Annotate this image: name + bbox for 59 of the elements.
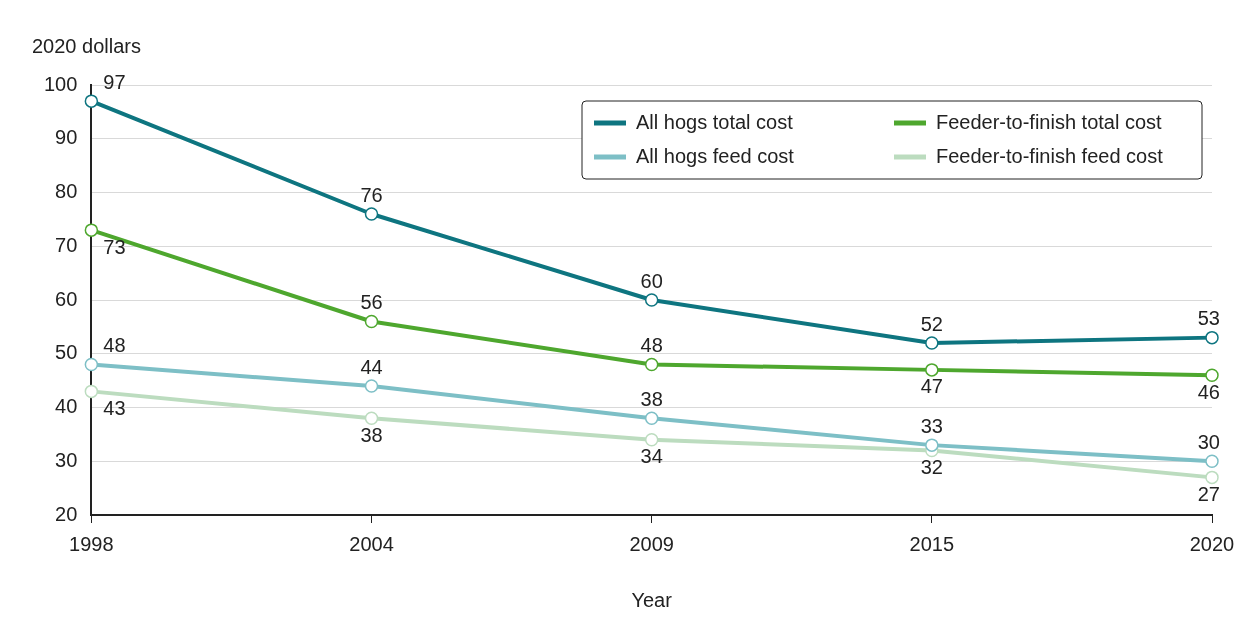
point bbox=[1205, 454, 1219, 468]
data-label: 34 bbox=[640, 445, 663, 468]
data-label: 32 bbox=[920, 456, 943, 479]
y-tick-label: 90 bbox=[55, 126, 78, 149]
x-tick-label: 1998 bbox=[69, 532, 114, 555]
y-tick-label: 30 bbox=[55, 448, 78, 471]
point bbox=[1205, 368, 1219, 382]
data-label: 73 bbox=[103, 235, 126, 258]
y-tick-label: 50 bbox=[55, 341, 78, 364]
point bbox=[364, 314, 379, 329]
point bbox=[364, 379, 379, 393]
point bbox=[644, 433, 659, 447]
legend-label: Feeder-to-finish feed cost bbox=[936, 144, 1164, 167]
y-tick-label: 80 bbox=[55, 180, 78, 203]
data-label: 48 bbox=[640, 334, 663, 357]
x-tick-label: 2009 bbox=[629, 532, 674, 555]
point bbox=[84, 94, 99, 108]
x-tick-label: 2020 bbox=[1189, 532, 1235, 555]
x-tick-label: 2004 bbox=[349, 532, 394, 555]
point bbox=[1205, 330, 1219, 345]
legend-label: All hogs total cost bbox=[636, 110, 794, 133]
point bbox=[925, 438, 939, 452]
data-label: 56 bbox=[360, 291, 383, 314]
y-axis-title: 2020 dollars bbox=[32, 34, 141, 57]
data-label: 46 bbox=[1197, 380, 1220, 403]
data-label: 97 bbox=[103, 70, 126, 93]
y-tick-label: 20 bbox=[55, 502, 78, 525]
legend-label: Feeder-to-finish total cost bbox=[936, 110, 1163, 133]
x-tick-label: 2015 bbox=[909, 532, 955, 555]
data-label: 33 bbox=[920, 414, 943, 437]
data-label: 44 bbox=[360, 355, 383, 378]
point bbox=[925, 363, 939, 377]
data-label: 48 bbox=[103, 334, 126, 357]
point bbox=[644, 411, 659, 425]
data-label: 53 bbox=[1197, 307, 1220, 330]
y-tick-label: 40 bbox=[55, 395, 78, 418]
point bbox=[84, 357, 99, 372]
point bbox=[644, 293, 659, 307]
data-label: 60 bbox=[640, 269, 663, 292]
data-label: 30 bbox=[1197, 430, 1220, 453]
data-label: 43 bbox=[103, 396, 126, 419]
point bbox=[925, 336, 939, 350]
point bbox=[84, 384, 99, 399]
y-tick-label: 60 bbox=[55, 287, 78, 310]
data-label: 38 bbox=[360, 423, 383, 446]
data-label: 27 bbox=[1197, 482, 1220, 505]
data-label: 47 bbox=[920, 375, 943, 398]
data-label: 76 bbox=[360, 183, 383, 206]
point bbox=[364, 207, 379, 221]
legend-label: All hogs feed cost bbox=[636, 144, 795, 167]
data-label: 38 bbox=[640, 387, 663, 410]
y-tick-label: 100 bbox=[43, 72, 78, 95]
y-tick-label: 70 bbox=[55, 233, 78, 256]
point bbox=[1205, 470, 1219, 485]
point bbox=[644, 357, 659, 372]
x-axis-title: Year bbox=[631, 588, 673, 611]
data-label: 52 bbox=[920, 312, 943, 335]
point bbox=[84, 223, 99, 237]
point bbox=[364, 411, 379, 425]
